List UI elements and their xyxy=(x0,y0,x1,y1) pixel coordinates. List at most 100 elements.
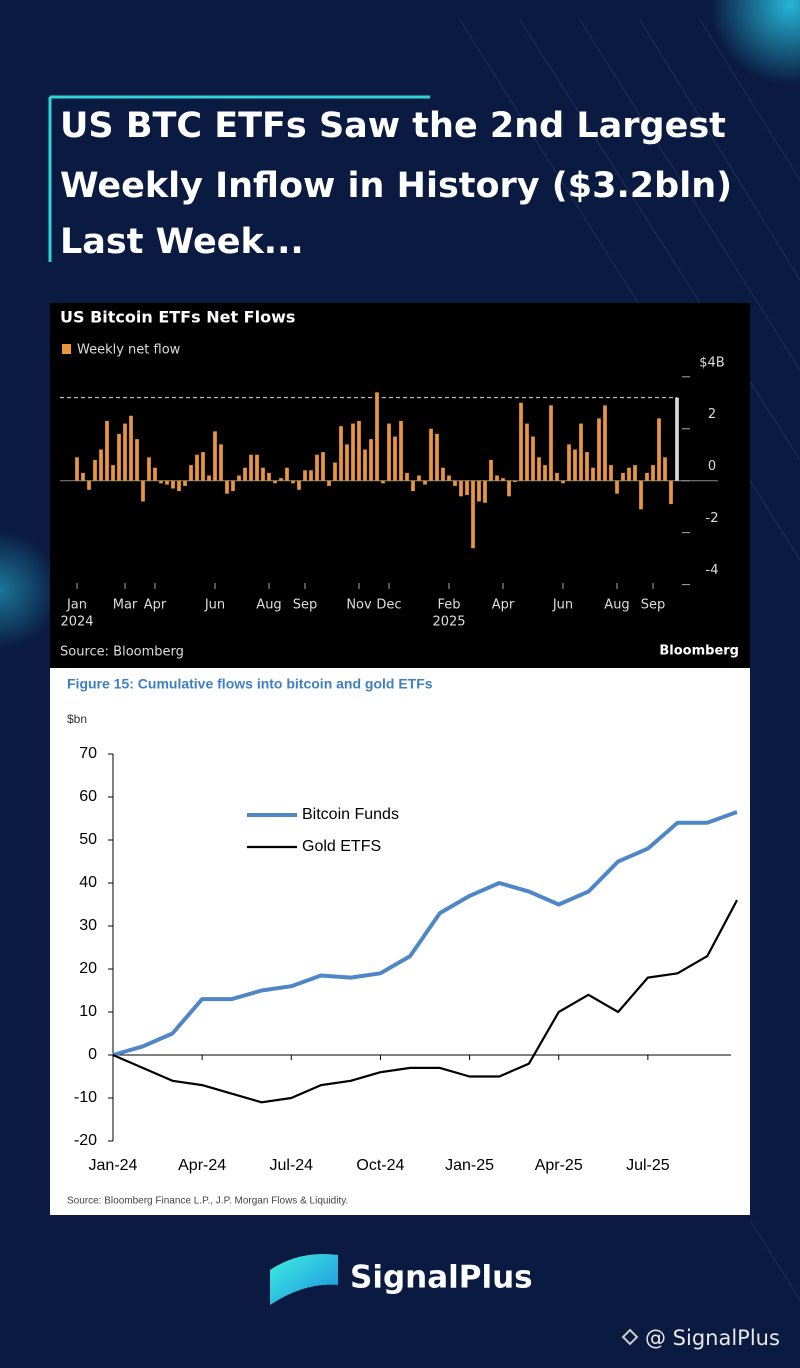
bar xyxy=(633,465,637,481)
x-tick-label: Jul-24 xyxy=(269,1157,313,1174)
bar xyxy=(423,480,427,485)
bar xyxy=(321,452,325,481)
bar xyxy=(297,480,301,490)
bar xyxy=(219,444,223,481)
bar xyxy=(363,449,367,481)
bar xyxy=(651,465,655,481)
x-tick-label: Nov xyxy=(346,598,372,613)
bar xyxy=(513,480,517,482)
bar xyxy=(117,433,121,481)
bar xyxy=(75,457,79,481)
y-axis-label: $bn xyxy=(67,712,87,726)
x-tick-label: Apr xyxy=(492,598,515,613)
y-tick-label: -4 xyxy=(706,563,719,578)
y-tick-label: 40 xyxy=(79,874,97,891)
chart-title: Figure 15: Cumulative flows into bitcoin… xyxy=(67,676,433,692)
line-panel xyxy=(50,668,750,1215)
bar xyxy=(453,480,457,486)
bar xyxy=(417,475,421,481)
glow xyxy=(0,530,60,650)
bar xyxy=(645,472,649,481)
y-tick-label: 50 xyxy=(79,831,97,848)
bar xyxy=(489,459,493,481)
bar xyxy=(291,480,295,484)
x-tick-label: Jan-25 xyxy=(445,1157,494,1174)
bar xyxy=(255,454,259,481)
bar xyxy=(303,470,307,481)
bar xyxy=(309,470,313,481)
bar xyxy=(207,475,211,481)
bar xyxy=(663,457,667,481)
chart-title: US Bitcoin ETFs Net Flows xyxy=(60,308,295,327)
bar xyxy=(405,472,409,481)
x-tick-label: Jul-25 xyxy=(626,1157,670,1174)
bar xyxy=(675,397,679,481)
bar xyxy=(381,480,385,484)
bar xyxy=(357,420,361,481)
bar xyxy=(231,480,235,492)
x-tick-label: Apr xyxy=(144,598,167,613)
bar xyxy=(273,480,277,484)
x-tick-label: Feb xyxy=(437,598,460,613)
x-year-label: 2025 xyxy=(432,615,465,630)
bar xyxy=(435,433,439,481)
bar xyxy=(177,480,181,492)
bar xyxy=(267,472,271,481)
bar xyxy=(393,436,397,481)
bar xyxy=(531,436,535,481)
bar xyxy=(561,480,565,484)
bar xyxy=(537,457,541,481)
headline: Last Week... xyxy=(60,222,304,262)
bar xyxy=(399,420,403,481)
bar xyxy=(459,480,463,497)
bar xyxy=(93,459,97,481)
bar xyxy=(147,457,151,481)
legend-label: Gold ETFS xyxy=(302,838,381,855)
x-tick-label: Dec xyxy=(376,598,401,613)
bar xyxy=(543,465,547,481)
bar xyxy=(261,467,265,481)
glow xyxy=(710,0,800,85)
source: Source: Bloomberg xyxy=(60,645,184,660)
bar xyxy=(243,467,247,481)
bar xyxy=(153,467,157,481)
bar xyxy=(285,467,289,481)
y-tick-label: 70 xyxy=(79,745,97,762)
y-tick-label: 0 xyxy=(88,1046,97,1063)
bar xyxy=(519,402,523,481)
bar xyxy=(387,423,391,481)
bar xyxy=(183,480,187,486)
bar xyxy=(483,480,487,503)
brand: Bloomberg xyxy=(659,644,739,659)
bar xyxy=(171,480,175,489)
bar xyxy=(225,480,229,494)
bar xyxy=(567,444,571,481)
bar xyxy=(87,480,91,490)
y-tick-label: 0 xyxy=(708,459,716,474)
x-tick-label: Sep xyxy=(293,598,318,613)
y-tick-label: $4B xyxy=(699,355,724,370)
y-tick-label: 20 xyxy=(79,960,97,977)
bar xyxy=(585,452,589,481)
headline: Weekly Inflow in History ($3.2bln) xyxy=(60,166,732,206)
bar xyxy=(591,467,595,481)
bar xyxy=(597,418,601,481)
handle: @ SignalPlus xyxy=(645,1326,780,1350)
bar xyxy=(603,405,607,481)
bar xyxy=(657,418,661,481)
bar xyxy=(621,472,625,481)
bar xyxy=(525,423,529,481)
source: Source: Bloomberg Finance L.P., J.P. Mor… xyxy=(67,1196,348,1207)
bar xyxy=(99,449,103,481)
bar xyxy=(375,392,379,481)
x-tick-label: Jan-24 xyxy=(89,1157,138,1174)
x-tick-label: Apr-24 xyxy=(178,1157,226,1174)
bar xyxy=(507,480,511,497)
y-tick-label: -2 xyxy=(706,511,719,526)
bar xyxy=(213,431,217,481)
bar xyxy=(369,439,373,481)
bar xyxy=(447,475,451,481)
bar xyxy=(549,405,553,481)
bar xyxy=(135,439,139,481)
bar xyxy=(351,423,355,481)
